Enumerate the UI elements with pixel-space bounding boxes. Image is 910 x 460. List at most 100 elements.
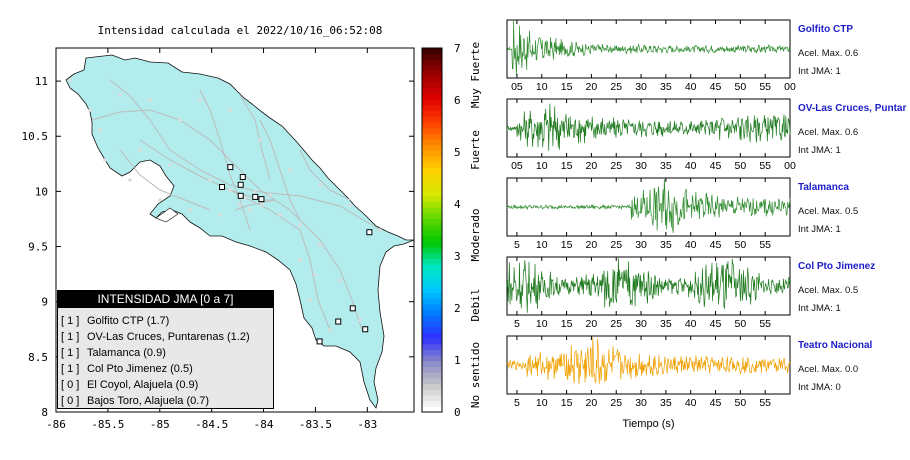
legend-station-label: OV-Las Cruces, Puntarenas (1.2) [87, 331, 250, 343]
colorbar-segment [422, 303, 442, 311]
colorbar-tick-label: 4 [454, 198, 461, 211]
colorbar-segment [422, 195, 442, 203]
waveform-panel: 5 10 15 20 25 30 35 40 45 50 55 [506, 256, 791, 330]
waveform-tick-label: 10 [536, 160, 548, 172]
waveform-tick-label: 15 [561, 397, 573, 409]
town-dot [278, 213, 282, 217]
town-dots [68, 78, 382, 332]
town-dot [328, 328, 332, 332]
waveform-tick-label: 45 [710, 160, 722, 172]
map-frame [55, 47, 415, 413]
waveform-tick-label: 45 [710, 81, 722, 93]
town-dot [158, 198, 162, 202]
colorbar-segment [422, 349, 442, 356]
colorbar-segment [422, 286, 442, 294]
waveform-tick-label: 10 [536, 81, 548, 93]
legend-row: [ 1 ] Col Pto Jimenez (0.5) [58, 361, 273, 377]
station-name: Talamanca [798, 182, 849, 193]
town-dot [298, 258, 302, 262]
station-marker [237, 181, 244, 188]
waveform-panel: 05 10 15 20 25 30 35 40 45 50 55 00 [506, 98, 796, 172]
colorbar-tick-label: 7 [454, 42, 461, 55]
waveform-tick-label: 40 [685, 239, 697, 251]
waveform-tick-label: 25 [610, 397, 622, 409]
station-markers [219, 164, 373, 345]
waveform-panel: 5 10 15 20 25 30 35 40 45 50 55 [506, 177, 791, 251]
colorbar-segment [422, 116, 442, 123]
colorbar-segment [422, 127, 442, 134]
colorbar-segment [422, 309, 442, 316]
colorbar-segment [422, 65, 442, 72]
waveform-tick-label: 45 [710, 397, 722, 409]
waveform-tick-label: 30 [635, 318, 647, 330]
waveform-tick-label: 35 [660, 318, 672, 330]
waveform-tick-label: 20 [586, 81, 598, 93]
colorbar-segment [422, 315, 442, 322]
town-dot [268, 193, 272, 197]
station-marker [349, 305, 356, 312]
waveform-tick-label: 55 [759, 397, 771, 409]
waveform-panels: 05 10 15 20 25 30 35 40 45 50 55 00 05 10 15 20 25 30 35 40… [506, 19, 796, 430]
waveform-tick-label: 05 [511, 160, 523, 172]
town-dot [128, 178, 132, 182]
colorbar-segment [422, 321, 442, 328]
waveform-tick-label: 25 [610, 318, 622, 330]
colorbar-segment [422, 241, 442, 248]
colorbar-segment [422, 121, 442, 129]
station-jma-intensity: Int JMA: 1 [798, 66, 841, 77]
legend-station-label: Golfito CTP (1.7) [87, 315, 170, 327]
colorbar-segment [422, 355, 442, 362]
waveform-tick-label: 00 [784, 160, 796, 172]
station-marker [227, 164, 234, 171]
colorbar-segment [422, 190, 442, 197]
map-x-tick-label: -84 [254, 418, 274, 431]
legend-station-label: Col Pto Jimenez (0.5) [87, 363, 193, 375]
waveform-tick-label: 45 [710, 318, 722, 330]
town-dot [298, 223, 302, 227]
waveform-tick-label: 30 [635, 160, 647, 172]
waveform-tick-label: 20 [586, 160, 598, 172]
waveform-xlabel: Tiempo (s) [622, 418, 674, 430]
waveform-tick-label: 10 [536, 239, 548, 251]
waveform-tick-label: 15 [561, 318, 573, 330]
map-y-tick-label: 9 [41, 296, 48, 309]
waveform-tick-label: 35 [660, 397, 672, 409]
legend-station-label: Talamanca (0.9) [87, 347, 166, 359]
waveform-tick-label: 45 [710, 239, 722, 251]
waveform-panel: 05 10 15 20 25 30 35 40 45 50 55 00 [506, 19, 796, 93]
waveform-tick-label: 50 [735, 397, 747, 409]
station-max-accel: Acel. Max. 0.5 [798, 206, 859, 217]
waveform-tick-label: 25 [610, 239, 622, 251]
waveform-tick-label: 5 [514, 239, 520, 251]
costa-rica-land [65, 54, 415, 409]
town-dot [318, 183, 322, 187]
station-marker [219, 183, 226, 190]
map-y-tick-label: 8 [41, 406, 48, 419]
colorbar-segment [422, 264, 442, 271]
waveform-tick-label: 05 [511, 81, 523, 93]
colorbar-segment [422, 178, 442, 185]
colorbar-segment [422, 156, 442, 163]
waveform-trace [506, 257, 791, 313]
station-max-accel: Acel. Max. 0.6 [798, 48, 859, 59]
colorbar-tick-label: 2 [454, 302, 461, 315]
town-dot [68, 78, 72, 82]
station-jma-intensity: Int JMA: 1 [798, 145, 841, 156]
map-y-tick-label: 11 [35, 75, 48, 88]
town-dot [348, 203, 352, 207]
map-x-tick-label: -83 [357, 418, 377, 431]
colorbar-segment [422, 292, 442, 299]
waveform-tick-label: 55 [759, 318, 771, 330]
waveform-tick-label: 40 [685, 397, 697, 409]
colorbar-segment [422, 167, 442, 174]
colorbar-tick-label: 3 [454, 250, 461, 263]
colorbar-segment [422, 377, 442, 385]
town-dot [148, 98, 152, 102]
colorbar-segment [422, 48, 442, 55]
colorbar-segment [422, 400, 442, 407]
colorbar-tick-label: 5 [454, 146, 461, 159]
colorbar-segment [422, 298, 442, 305]
colorbar-segment [422, 173, 442, 180]
station-jma-intensity: Int JMA: 1 [798, 224, 841, 235]
waveform-tick-label: 20 [586, 239, 598, 251]
